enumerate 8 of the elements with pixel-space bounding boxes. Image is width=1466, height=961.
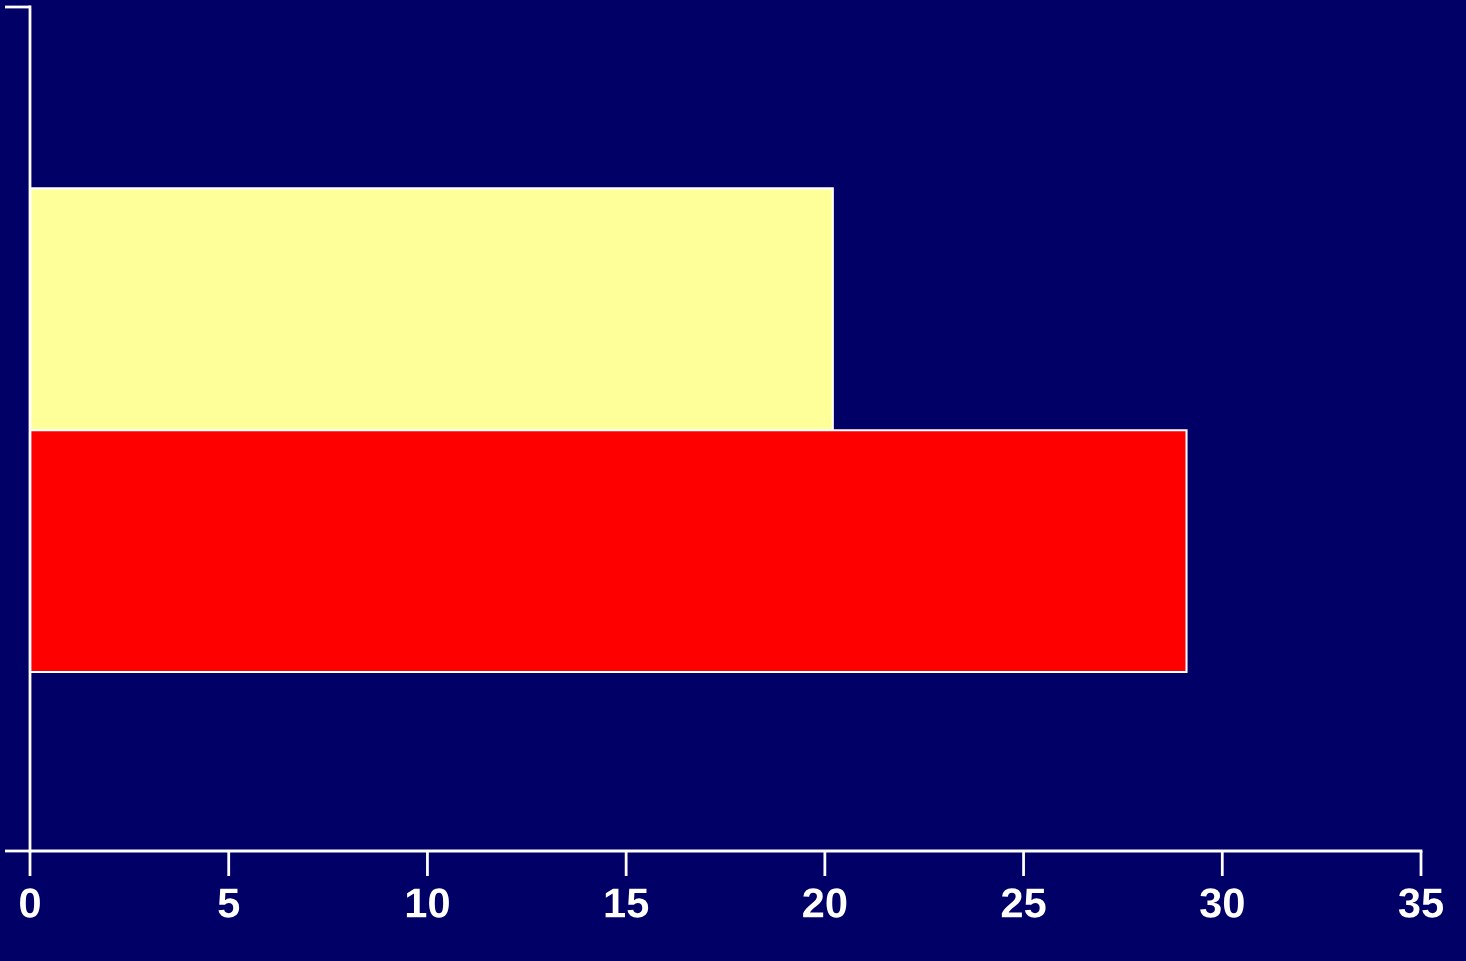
x-tick-label: 30 bbox=[1200, 888, 1244, 918]
x-tick-label: 25 bbox=[1001, 888, 1046, 918]
x-tick-label: 10 bbox=[406, 888, 449, 918]
x-tick-label: 35 bbox=[1398, 888, 1444, 918]
x-tick-label: 0 bbox=[20, 888, 40, 918]
x-tick-label: 20 bbox=[803, 888, 847, 918]
x-tick-label: 5 bbox=[218, 888, 240, 918]
x-tick-label: 15 bbox=[605, 888, 649, 918]
